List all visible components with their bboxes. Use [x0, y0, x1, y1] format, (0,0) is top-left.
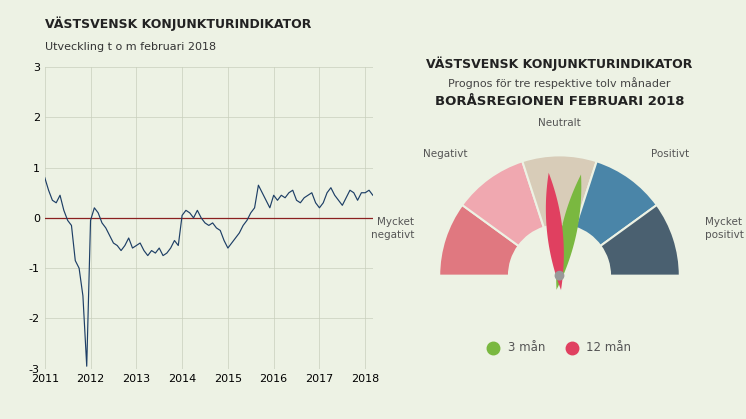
Wedge shape [522, 155, 597, 228]
Text: Prognos för tre respektive tolv månader: Prognos för tre respektive tolv månader [448, 77, 671, 89]
Text: Negativt: Negativt [423, 149, 468, 159]
Text: 12 mån: 12 mån [586, 341, 631, 354]
Text: BORÅSREGIONEN FEBRUARI 2018: BORÅSREGIONEN FEBRUARI 2018 [435, 95, 684, 108]
Text: VÄSTSVENSK KONJUNKTURINDIKATOR: VÄSTSVENSK KONJUNKTURINDIKATOR [45, 17, 311, 31]
Wedge shape [575, 161, 656, 246]
Polygon shape [546, 173, 564, 290]
Text: Positivt: Positivt [651, 149, 689, 159]
Circle shape [555, 272, 564, 280]
Wedge shape [463, 161, 544, 246]
Text: VÄSTSVENSK KONJUNKTURINDIKATOR: VÄSTSVENSK KONJUNKTURINDIKATOR [426, 57, 693, 71]
Text: 3 mån: 3 mån [508, 341, 545, 354]
Text: Mycket
positivt: Mycket positivt [705, 217, 744, 240]
Wedge shape [601, 205, 680, 276]
Polygon shape [557, 174, 581, 290]
Wedge shape [439, 205, 518, 276]
Text: Neutralt: Neutralt [538, 118, 581, 128]
Text: Mycket
negativt: Mycket negativt [371, 217, 414, 240]
Text: Utveckling t o m februari 2018: Utveckling t o m februari 2018 [45, 42, 216, 52]
